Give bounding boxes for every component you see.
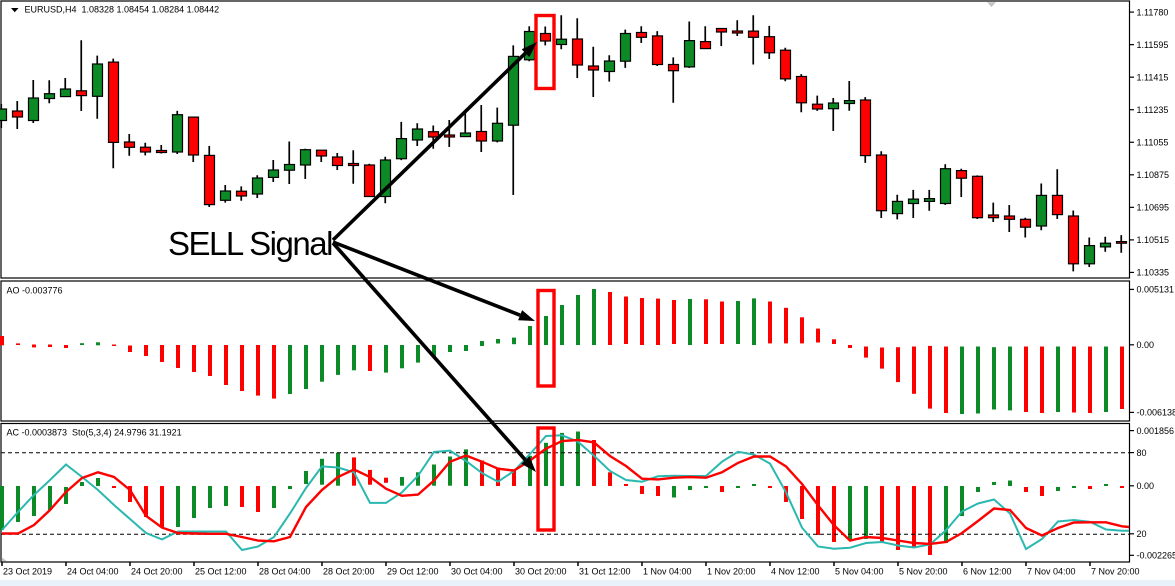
svg-text:28 Oct 04:00: 28 Oct 04:00 xyxy=(259,567,311,577)
svg-text:-0.006138: -0.006138 xyxy=(1137,408,1175,418)
svg-text:28 Oct 20:00: 28 Oct 20:00 xyxy=(323,567,375,577)
svg-text:AC -0.0003873 Sto(5,3,4) 24.9: AC -0.0003873 Sto(5,3,4) 24.9796 31.1921 xyxy=(7,428,182,438)
svg-text:0.00: 0.00 xyxy=(1137,481,1155,491)
svg-text:0.005131: 0.005131 xyxy=(1137,285,1175,295)
svg-text:AO -0.003776: AO -0.003776 xyxy=(7,286,63,296)
svg-text:4 Nov 12:00: 4 Nov 12:00 xyxy=(771,567,820,577)
svg-text:-0.002265: -0.002265 xyxy=(1137,551,1175,561)
svg-text:24 Oct 20:00: 24 Oct 20:00 xyxy=(131,567,183,577)
svg-text:1.10695: 1.10695 xyxy=(1137,203,1170,213)
svg-text:5 Nov 04:00: 5 Nov 04:00 xyxy=(835,567,884,577)
svg-text:1.10875: 1.10875 xyxy=(1137,170,1170,180)
svg-text:31 Oct 12:00: 31 Oct 12:00 xyxy=(579,567,631,577)
svg-text:7 Nov 04:00: 7 Nov 04:00 xyxy=(1027,567,1076,577)
svg-text:1.11235: 1.11235 xyxy=(1137,105,1169,115)
svg-text:1.11415: 1.11415 xyxy=(1137,72,1169,82)
svg-text:1.11595: 1.11595 xyxy=(1137,40,1169,50)
svg-text:24 Oct 04:00: 24 Oct 04:00 xyxy=(67,567,119,577)
svg-text:23 Oct 2019: 23 Oct 2019 xyxy=(3,567,52,577)
svg-text:1 Nov 20:00: 1 Nov 20:00 xyxy=(707,567,756,577)
svg-text:30 Oct 04:00: 30 Oct 04:00 xyxy=(451,567,503,577)
svg-text:1.11780: 1.11780 xyxy=(1137,7,1169,17)
svg-text:6 Nov 12:00: 6 Nov 12:00 xyxy=(963,567,1012,577)
svg-text:0.001856: 0.001856 xyxy=(1137,426,1175,436)
svg-text:0.00: 0.00 xyxy=(1137,340,1155,350)
svg-text:1.10335: 1.10335 xyxy=(1137,268,1170,278)
svg-text:EURUSD,H4 1.08328 1.08454 1.0: EURUSD,H4 1.08328 1.08454 1.08284 1.0844… xyxy=(25,5,220,15)
svg-text:29 Oct 12:00: 29 Oct 12:00 xyxy=(387,567,439,577)
svg-text:80: 80 xyxy=(1137,448,1147,458)
svg-text:7 Nov 20:00: 7 Nov 20:00 xyxy=(1091,567,1140,577)
svg-text:30 Oct 20:00: 30 Oct 20:00 xyxy=(515,567,567,577)
svg-text:20: 20 xyxy=(1137,529,1147,539)
svg-text:25 Oct 12:00: 25 Oct 12:00 xyxy=(195,567,247,577)
svg-text:SELL Signal: SELL Signal xyxy=(168,225,332,262)
svg-text:1.10515: 1.10515 xyxy=(1137,235,1170,245)
svg-text:1 Nov 04:00: 1 Nov 04:00 xyxy=(643,567,692,577)
svg-text:5 Nov 20:00: 5 Nov 20:00 xyxy=(899,567,948,577)
svg-text:1.11055: 1.11055 xyxy=(1137,138,1169,148)
